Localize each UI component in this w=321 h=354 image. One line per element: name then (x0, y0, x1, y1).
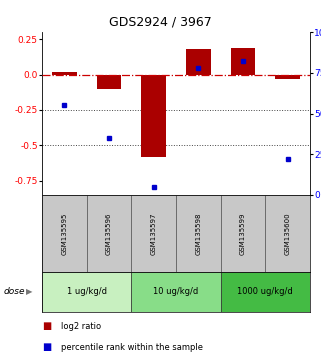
Bar (97, 75, 121, 89)
Bar (176, 195, 221, 272)
Text: GSM135595: GSM135595 (61, 212, 67, 255)
Bar (131, 195, 176, 272)
Text: ■: ■ (42, 321, 51, 331)
Bar (141, 75, 166, 157)
Text: 1 ug/kg/d: 1 ug/kg/d (67, 287, 107, 297)
Text: 10 ug/kg/d: 10 ug/kg/d (153, 287, 199, 297)
Text: GDS2924 / 3967: GDS2924 / 3967 (109, 16, 212, 29)
Text: GSM135596: GSM135596 (106, 212, 112, 255)
Text: ■: ■ (42, 342, 51, 352)
Bar (131, 272, 221, 312)
Bar (265, 195, 310, 272)
Bar (231, 47, 255, 75)
Bar (221, 195, 265, 272)
Text: log2 ratio: log2 ratio (61, 322, 101, 331)
Text: GSM135599: GSM135599 (240, 212, 246, 255)
Bar (87, 195, 131, 272)
Text: dose: dose (3, 287, 25, 297)
Bar (42, 195, 87, 272)
Text: 1000 ug/kg/d: 1000 ug/kg/d (238, 287, 293, 297)
Bar (221, 272, 310, 312)
Text: GSM135598: GSM135598 (195, 212, 201, 255)
Bar (42, 272, 131, 312)
Bar (186, 49, 211, 75)
Text: ▶: ▶ (26, 287, 32, 297)
Bar (52, 72, 77, 75)
Text: percentile rank within the sample: percentile rank within the sample (61, 343, 203, 352)
Text: GSM135600: GSM135600 (285, 212, 291, 255)
Bar (275, 75, 300, 79)
Text: GSM135597: GSM135597 (151, 212, 157, 255)
